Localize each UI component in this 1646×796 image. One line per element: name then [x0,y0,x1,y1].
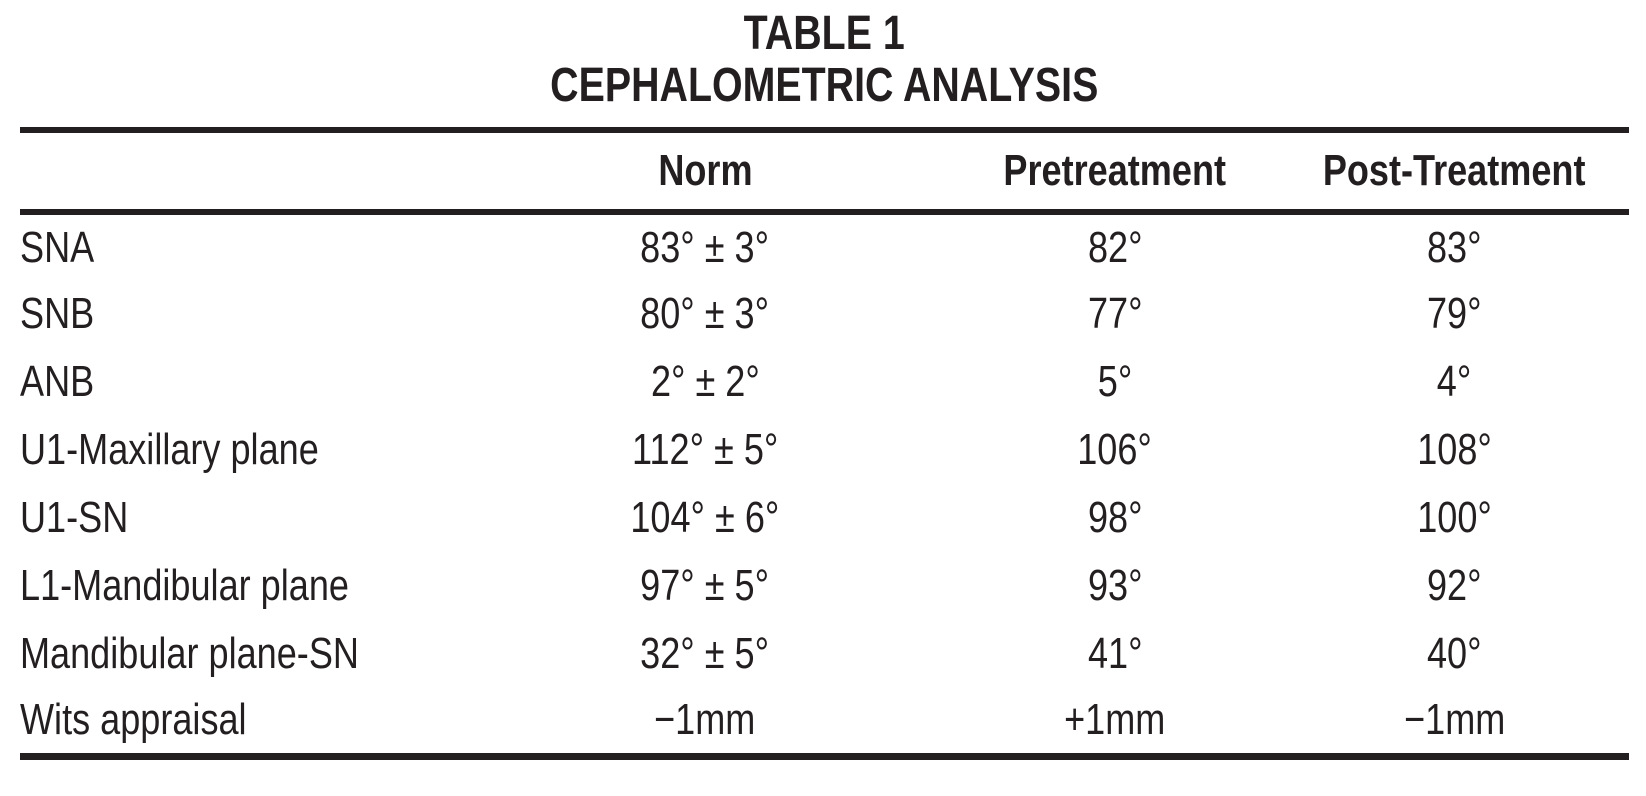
norm-value: 104° ± 6° [460,484,950,552]
table-body: SNA 83° ± 3° 82° 83° SNB 80° ± 3° 77° 79… [20,212,1629,756]
row-label: Wits appraisal [20,688,460,756]
pretreatment-value: +1mm [950,688,1280,756]
norm-value: 112° ± 5° [460,416,950,484]
row-label-text: SNB [20,289,95,338]
norm-value: 80° ± 3° [460,280,950,348]
row-label: U1-Maxillary plane [20,416,460,484]
norm-value-text: 83° ± 3° [640,222,770,272]
post-treatment-value: 100° [1280,484,1629,552]
pretreatment-value: 93° [950,552,1280,620]
pretreatment-value-text: 5° [1097,357,1133,406]
pretreatment-value: 41° [950,620,1280,688]
pretreatment-value-text: 82° [1087,222,1143,272]
table-row-l1-mandibular-plane: L1-Mandibular plane 97° ± 5° 93° 92° [20,552,1629,620]
table-number-text: TABLE 1 [743,7,906,60]
norm-value-text: 2° ± 2° [650,357,760,406]
norm-value: 83° ± 3° [460,212,950,280]
row-label: Mandibular plane-SN [20,620,460,688]
table-row-u1-sn: U1-SN 104° ± 6° 98° 100° [20,484,1629,552]
post-treatment-value: 79° [1280,280,1629,348]
header-post-treatment-text: Post-Treatment [1323,146,1586,195]
table-title-block: TABLE 1 CEPHALOMETRIC ANALYSIS [20,8,1629,112]
table-row-anb: ANB 2° ± 2° 5° 4° [20,348,1629,416]
row-label-text: L1-Mandibular plane [20,561,349,610]
norm-value-text: 32° ± 5° [640,629,770,678]
header-norm: Norm [460,130,950,215]
norm-value: 32° ± 5° [460,620,950,688]
pretreatment-value-text: 77° [1087,289,1143,338]
norm-value-text: 104° ± 6° [630,493,780,542]
post-treatment-value-text: −1mm [1403,695,1506,745]
post-treatment-value: −1mm [1280,688,1629,756]
post-treatment-value: 108° [1280,416,1629,484]
row-label-text: U1-Maxillary plane [20,425,319,474]
post-treatment-value: 83° [1280,212,1629,280]
norm-value: 2° ± 2° [460,348,950,416]
row-label: SNB [20,280,460,348]
header-norm-text: Norm [657,146,753,195]
pretreatment-value: 77° [950,280,1280,348]
post-treatment-value-text: 40° [1427,629,1482,678]
post-treatment-value: 92° [1280,552,1629,620]
post-treatment-value: 4° [1280,348,1629,416]
table-row-sna: SNA 83° ± 3° 82° 83° [20,212,1629,280]
post-treatment-value-text: 79° [1427,289,1482,338]
pretreatment-value: 5° [950,348,1280,416]
row-label-text: U1-SN [20,493,129,542]
header-row: Norm Pretreatment Post-Treatment [20,130,1629,215]
row-label: SNA [20,212,460,280]
post-treatment-value-text: 108° [1417,425,1492,474]
post-treatment-value-text: 92° [1427,561,1482,610]
norm-value: −1mm [460,688,950,756]
post-treatment-value-text: 100° [1417,493,1492,542]
pretreatment-value: 98° [950,484,1280,552]
header-post-treatment: Post-Treatment [1280,130,1629,215]
post-treatment-value: 40° [1280,620,1629,688]
post-treatment-value-text: 4° [1437,357,1472,406]
norm-value-text: 97° ± 5° [640,561,770,610]
row-label: ANB [20,348,460,416]
row-label-text: SNA [20,222,95,272]
row-label: U1-SN [20,484,460,552]
header-pretreatment: Pretreatment [950,130,1280,215]
row-label-text: Mandibular plane-SN [20,629,359,678]
header-pretreatment-text: Pretreatment [1003,146,1227,195]
row-label: L1-Mandibular plane [20,552,460,620]
pretreatment-value: 106° [950,416,1280,484]
pretreatment-value-text: 93° [1087,561,1143,610]
table-row-wits-appraisal: Wits appraisal −1mm +1mm −1mm [20,688,1629,756]
pretreatment-value-text: 41° [1087,629,1143,678]
cephalometric-table: Norm Pretreatment Post-Treatment SNA 83°… [20,127,1629,760]
table-row-mandibular-plane-sn: Mandibular plane-SN 32° ± 5° 41° 40° [20,620,1629,688]
norm-value: 97° ± 5° [460,552,950,620]
norm-value-text: 80° ± 3° [640,289,770,338]
pretreatment-value: 82° [950,212,1280,280]
norm-value-text: 112° ± 5° [631,425,779,474]
row-label-text: ANB [20,357,95,406]
pretreatment-value-text: +1mm [1064,695,1166,745]
table-header: Norm Pretreatment Post-Treatment [20,130,1629,215]
table-caption-heading: CEPHALOMETRIC ANALYSIS [20,60,1629,112]
norm-value-text: −1mm [654,695,756,745]
table-row-snb: SNB 80° ± 3° 77° 79° [20,280,1629,348]
table-number-heading: TABLE 1 [20,8,1629,60]
header-corner-cell [20,130,460,215]
table-row-u1-maxillary-plane: U1-Maxillary plane 112° ± 5° 106° 108° [20,416,1629,484]
row-label-text: Wits appraisal [20,695,247,745]
pretreatment-value-text: 106° [1077,425,1153,474]
pretreatment-value-text: 98° [1087,493,1143,542]
table-caption-text: CEPHALOMETRIC ANALYSIS [550,59,1099,112]
post-treatment-value-text: 83° [1427,222,1482,272]
